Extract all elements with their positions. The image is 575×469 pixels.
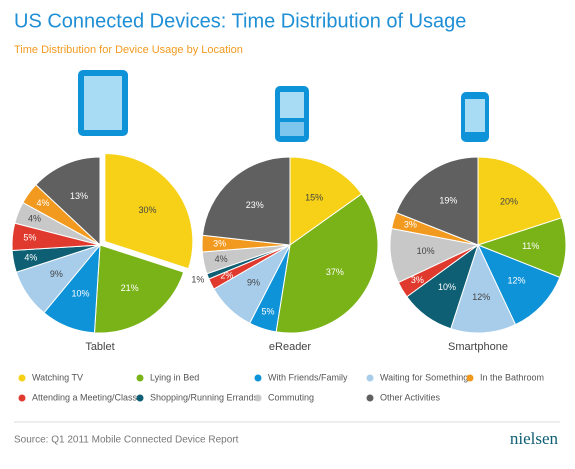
pie-slice: Watching TV bbox=[289, 156, 363, 246]
value-label: 2% bbox=[220, 271, 233, 281]
source: Source: Q1 2011 Mobile Connected Device … bbox=[14, 435, 239, 446]
value-label: 3% bbox=[411, 275, 424, 285]
legend-label: Lying in Bed bbox=[150, 372, 199, 382]
tablet-icon bbox=[78, 70, 128, 136]
value-label: 3% bbox=[404, 220, 417, 230]
legend-swatch bbox=[18, 374, 26, 382]
legend-swatch bbox=[18, 394, 26, 402]
value-label: 9% bbox=[247, 278, 260, 288]
pie-slice: Other Activities bbox=[201, 156, 291, 246]
legend-label: With Friends/Family bbox=[268, 372, 348, 382]
pie-slice: Other Activities bbox=[395, 156, 479, 246]
value-label: 4% bbox=[215, 254, 228, 264]
chart-subtitle: Time Distribution for Device Usage by Lo… bbox=[14, 44, 243, 56]
value-label: 9% bbox=[50, 269, 63, 279]
value-label: 20% bbox=[500, 197, 518, 207]
legend-label: Attending a Meeting/Class bbox=[32, 392, 138, 402]
ereader-icon bbox=[275, 86, 309, 142]
value-label: 19% bbox=[439, 196, 457, 206]
value-label: 13% bbox=[70, 191, 88, 201]
legend-label: In the Bathroom bbox=[480, 372, 544, 382]
legend-label: Watching TV bbox=[32, 372, 83, 382]
pie-slice: Lying in Bed bbox=[93, 244, 185, 334]
legend-label: Commuting bbox=[268, 392, 314, 402]
value-label: 12% bbox=[472, 292, 490, 302]
value-label: 5% bbox=[262, 306, 275, 316]
value-label: 23% bbox=[246, 200, 264, 210]
value-label: 12% bbox=[507, 276, 525, 286]
value-label: 1% bbox=[191, 275, 204, 285]
legend-swatch bbox=[254, 394, 262, 402]
value-label: 4% bbox=[37, 198, 50, 208]
pie-slice: With Friends/Family bbox=[477, 244, 561, 326]
value-label: 5% bbox=[23, 233, 36, 243]
pie-slice: Watching TV bbox=[104, 152, 194, 270]
logo: nielsen bbox=[510, 429, 559, 448]
value-label: 4% bbox=[28, 213, 41, 223]
value-label: 21% bbox=[121, 283, 139, 293]
pie-slice: Watching TV bbox=[477, 156, 563, 246]
value-label: 37% bbox=[326, 267, 344, 277]
legend-swatch bbox=[366, 374, 374, 382]
legend-swatch bbox=[136, 374, 144, 382]
value-label: 3% bbox=[213, 238, 226, 248]
legend-label: Other Activities bbox=[380, 392, 441, 402]
value-label: 11% bbox=[522, 241, 539, 251]
legend-swatch bbox=[254, 374, 262, 382]
value-label: 15% bbox=[305, 192, 323, 202]
value-label: 4% bbox=[24, 253, 37, 263]
pie-slice: Waiting for Something bbox=[450, 243, 517, 334]
smartphone-icon bbox=[461, 92, 489, 142]
value-label: 10% bbox=[417, 246, 435, 256]
value-label: 30% bbox=[139, 205, 157, 215]
legend-label: Shopping/Running Errands bbox=[150, 392, 259, 402]
pie-slice: Other Activities bbox=[35, 156, 101, 247]
pie-title: Tablet bbox=[85, 341, 114, 353]
legend-swatch bbox=[366, 394, 374, 402]
value-label: 10% bbox=[72, 288, 90, 298]
legend-swatch bbox=[136, 394, 144, 402]
legend-swatch bbox=[466, 374, 474, 382]
pie-title: eReader bbox=[269, 341, 312, 353]
pie-slice: Lying in Bed bbox=[275, 193, 379, 334]
chart-title: US Connected Devices: Time Distribution … bbox=[14, 10, 466, 32]
legend-label: Waiting for Something bbox=[380, 372, 468, 382]
value-label: 10% bbox=[438, 282, 456, 292]
pie-title: Smartphone bbox=[448, 341, 508, 353]
